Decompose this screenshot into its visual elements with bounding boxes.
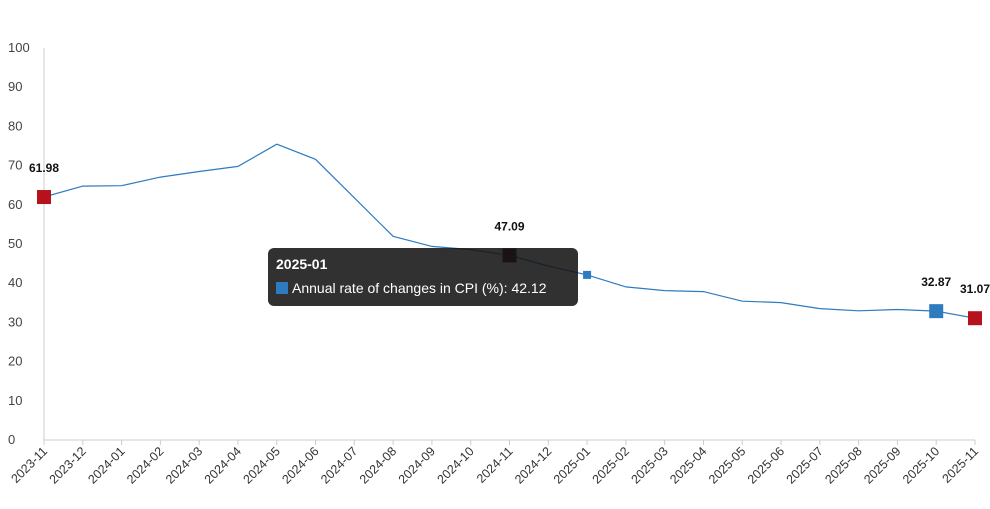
x-tick-label: 2025-02	[590, 444, 632, 486]
x-tick-label: 2023-11	[8, 444, 50, 486]
x-tick-label: 2025-07	[784, 444, 826, 486]
highlight-marker[interactable]	[929, 304, 944, 319]
x-tick-label: 2023-12	[47, 444, 89, 486]
y-tick-label: 30	[8, 314, 22, 329]
highlight-marker[interactable]	[37, 190, 51, 205]
chart-tooltip: 2025-01 Annual rate of changes in CPI (%…	[268, 248, 578, 306]
tooltip-value: 42.12	[511, 280, 547, 296]
x-tick-label: 2025-06	[745, 444, 787, 486]
y-tick-label: 0	[8, 432, 15, 447]
x-tick-label: 2025-01	[551, 444, 593, 486]
y-tick-label: 100	[8, 40, 30, 55]
data-label: 32.87	[921, 275, 951, 289]
x-tick-label: 2025-08	[822, 444, 864, 486]
y-tick-label: 20	[8, 354, 22, 369]
y-tick-label: 70	[8, 158, 22, 173]
tooltip-series-swatch	[276, 282, 288, 294]
tooltip-title: 2025-01	[276, 256, 328, 272]
x-tick-label: 2025-11	[939, 444, 981, 486]
x-tick-label: 2024-09	[396, 444, 438, 486]
y-tick-label: 40	[8, 275, 22, 290]
x-tick-label: 2024-01	[85, 444, 127, 486]
x-tick-label: 2025-04	[667, 444, 709, 486]
x-tick-label: 2024-04	[202, 444, 244, 486]
data-labels-group: 61.98 47.09 32.87 31.07	[29, 161, 990, 296]
x-tick-label: 2025-10	[900, 444, 942, 486]
hovered-point-marker[interactable]	[583, 270, 592, 279]
x-tick-label: 2024-02	[124, 444, 166, 486]
y-tick-label: 50	[8, 236, 22, 251]
tooltip-series-name: Annual rate of changes in CPI (%)	[292, 280, 504, 296]
data-label: 47.09	[494, 219, 524, 233]
y-tick-label: 10	[8, 393, 22, 408]
data-label: 61.98	[29, 161, 59, 175]
x-tick-label: 2024-08	[357, 444, 399, 486]
tooltip-separator: :	[503, 280, 512, 296]
x-tick-label: 2024-10	[434, 444, 476, 486]
y-tick-label: 60	[8, 197, 22, 212]
x-tick-label: 2024-03	[163, 444, 205, 486]
y-tick-labels: 0 10 20 30 40 50 60 70 80 90 100	[8, 40, 30, 447]
x-tick-label: 2024-05	[241, 444, 283, 486]
x-tick-label: 2024-07	[318, 444, 360, 486]
x-tick-label: 2024-12	[512, 444, 554, 486]
x-tick-label: 2024-06	[279, 444, 321, 486]
tooltip-row: Annual rate of changes in CPI (%): 42.12	[276, 279, 570, 297]
y-tick-label: 80	[8, 118, 22, 133]
highlight-marker[interactable]	[968, 311, 982, 326]
axes	[43, 48, 975, 441]
x-tick-labels: 2023-112023-122024-012024-022024-032024-…	[8, 440, 981, 487]
data-label: 31.07	[960, 282, 990, 296]
x-tick-label: 2024-11	[474, 444, 516, 486]
x-tick-label: 2025-03	[628, 444, 670, 486]
x-tick-label: 2025-05	[706, 444, 748, 486]
y-tick-label: 90	[8, 79, 22, 94]
x-tick-label: 2025-09	[861, 444, 903, 486]
